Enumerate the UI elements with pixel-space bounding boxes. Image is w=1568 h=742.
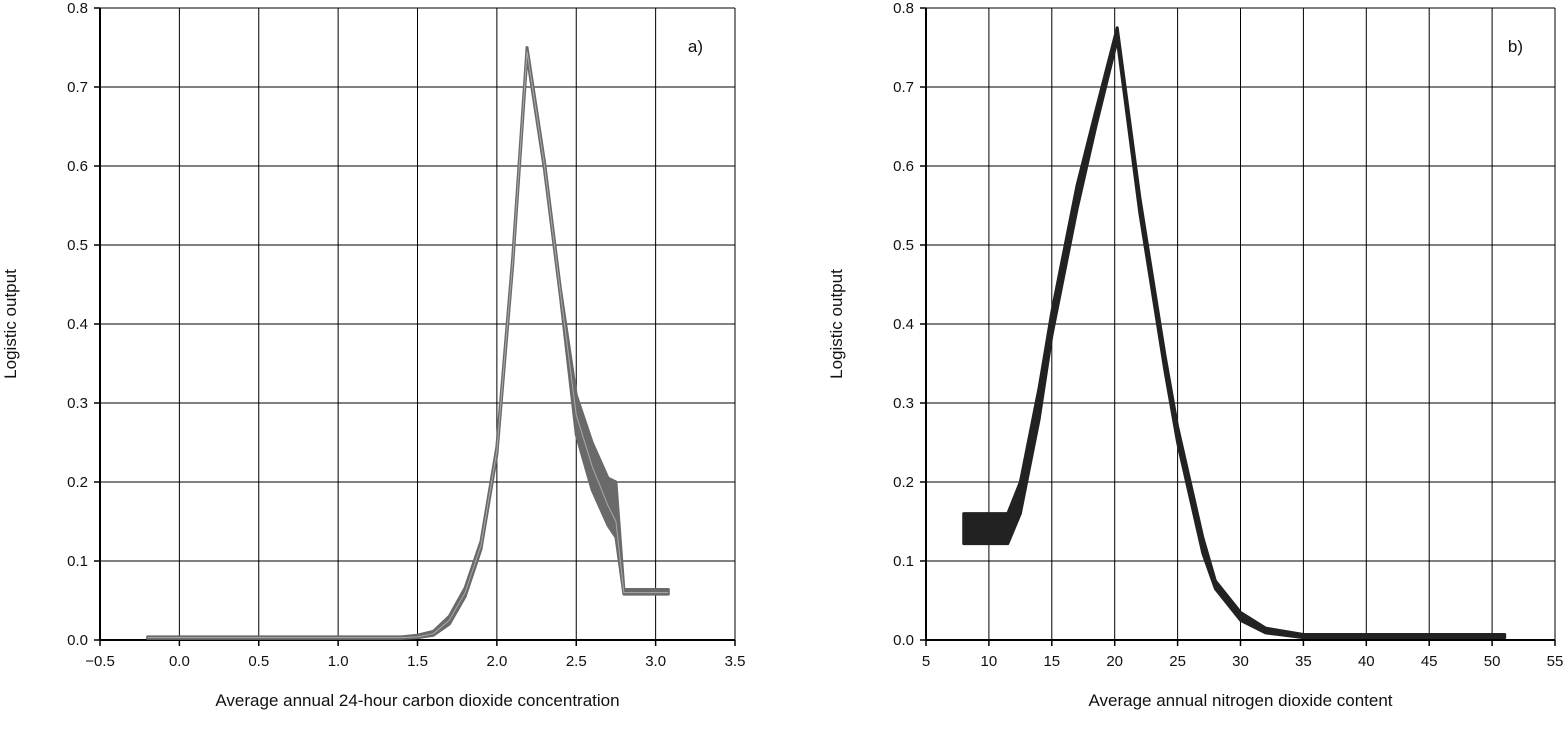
y-tick-label: 0.6: [67, 158, 88, 175]
y-tick-label: 0.6: [893, 158, 914, 175]
y-tick-label: 0.0: [893, 632, 914, 649]
x-axis-label: Average annual nitrogen dioxide content: [1088, 691, 1392, 710]
panel-b: 5 10 15 20 25 30 35 40 45 50 55 0.0 0.1 0.2 0.3 0.4 0.5 0…: [827, 0, 1563, 710]
x-tick-label: 45: [1421, 653, 1438, 670]
x-tick-label: 1.0: [328, 653, 349, 670]
y-tick-label: 0.7: [893, 79, 914, 96]
y-tick-label: 0.8: [67, 0, 88, 17]
y-tick-label: 0.7: [67, 79, 88, 96]
panel-a: −0.5 0.0 0.5 1.0 1.5 2.0 2.5 3.0 3.5 0.0 0.1 0.2 0.3…: [1, 0, 745, 710]
y-tick-label: 0.3: [67, 395, 88, 412]
x-tick-label: 20: [1106, 653, 1123, 670]
x-tick-label: 2.0: [486, 653, 507, 670]
y-tick-label: 0.8: [893, 0, 914, 17]
confidence-band: [962, 26, 1507, 640]
x-tick-label: 0.0: [169, 653, 190, 670]
x-tick-label: 25: [1169, 653, 1186, 670]
x-tick-label: 55: [1547, 653, 1564, 670]
x-axis-label: Average annual 24-hour carbon dioxide co…: [215, 691, 619, 710]
y-axis-label: Logistic output: [1, 269, 20, 379]
series-line: [147, 51, 669, 639]
y-tick-label: 0.2: [893, 474, 914, 491]
y-tick-label: 0.5: [893, 237, 914, 254]
x-tick-label: 15: [1043, 653, 1060, 670]
x-tick-label: 3.5: [725, 653, 746, 670]
x-tick-label: 40: [1358, 653, 1375, 670]
x-tick-label: 2.5: [566, 653, 587, 670]
x-tick-label: −0.5: [85, 653, 115, 670]
y-tick-label: 0.4: [893, 316, 914, 333]
y-tick-label: 0.5: [67, 237, 88, 254]
x-tick-label: 5: [922, 653, 930, 670]
x-tick-label: 1.5: [407, 653, 428, 670]
confidence-band: [146, 46, 670, 640]
y-axis-label: Logistic output: [827, 269, 846, 379]
y-tick-label: 0.0: [67, 632, 88, 649]
y-tick-label: 0.1: [67, 553, 88, 570]
x-tick-label: 50: [1484, 653, 1501, 670]
x-tick-label: 35: [1295, 653, 1312, 670]
x-tick-label: 0.5: [248, 653, 269, 670]
panel-label: b): [1508, 37, 1523, 56]
y-tick-label: 0.3: [893, 395, 914, 412]
y-tick-label: 0.4: [67, 316, 88, 333]
x-tick-label: 10: [981, 653, 998, 670]
panel-label: a): [688, 37, 703, 56]
x-tick-label: 3.0: [645, 653, 666, 670]
x-tick-label: 30: [1232, 653, 1249, 670]
series-line: [963, 31, 1505, 637]
y-tick-label: 0.2: [67, 474, 88, 491]
y-tick-label: 0.1: [893, 553, 914, 570]
